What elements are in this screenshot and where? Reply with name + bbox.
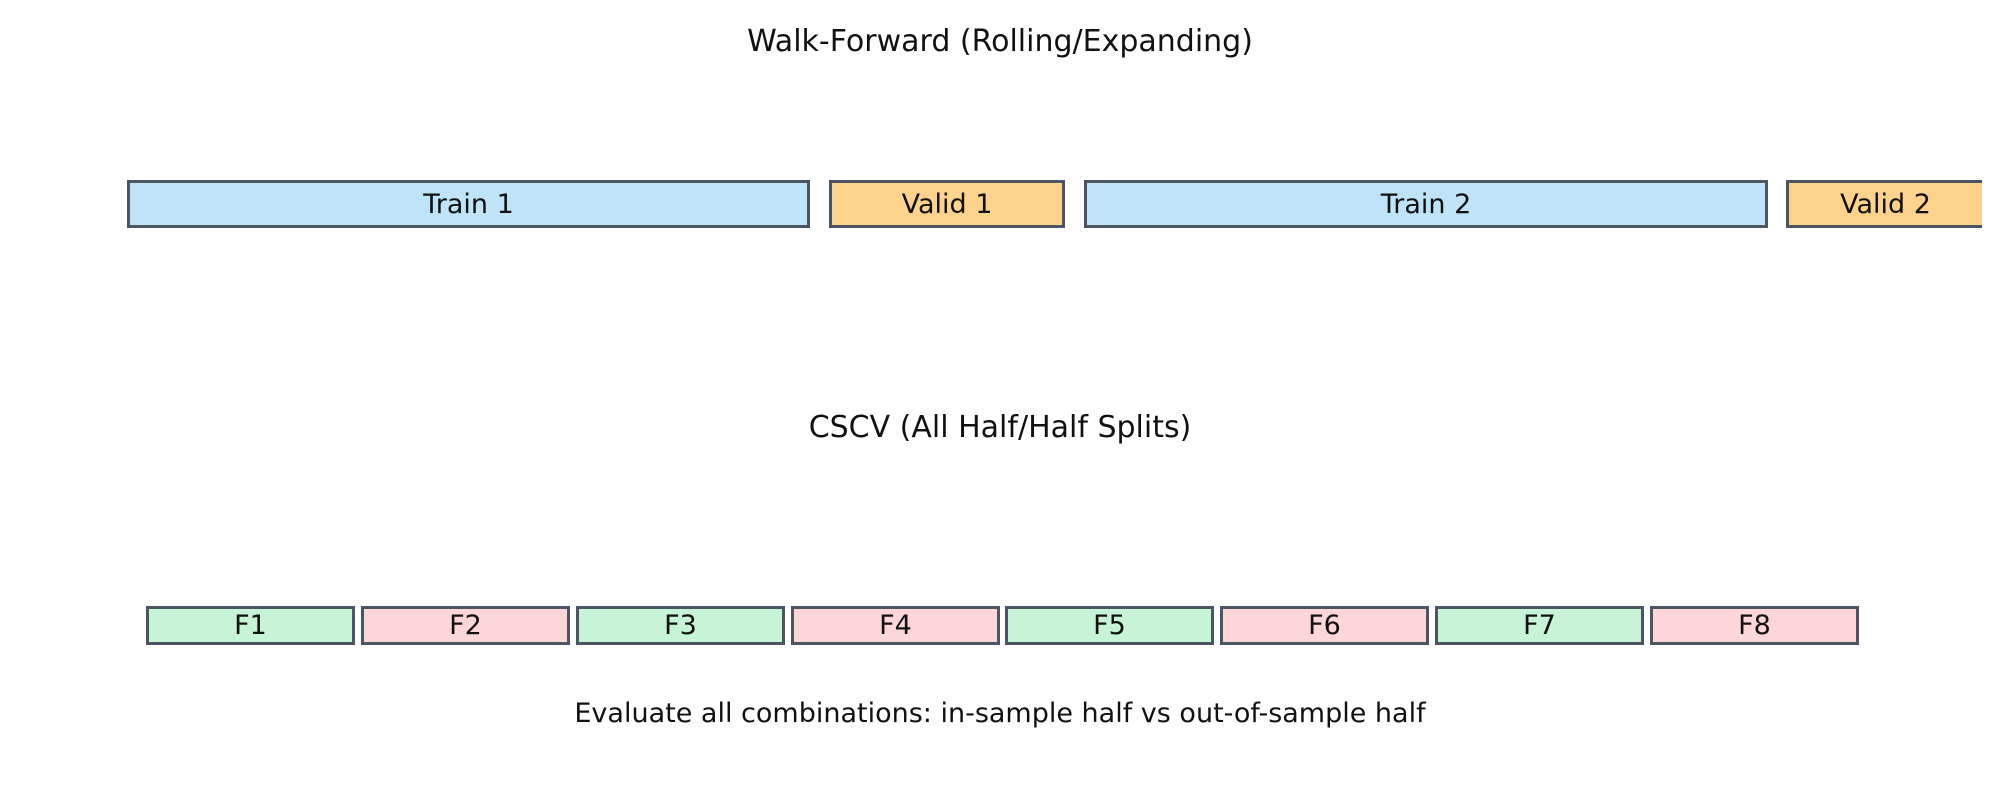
cscv-caption: Evaluate all combinations: in-sample hal… <box>574 698 1426 729</box>
valid-1-block: Valid 1 <box>829 180 1065 228</box>
fold-f2: F2 <box>361 606 570 645</box>
train-1-block: Train 1 <box>127 180 810 228</box>
fold-f1: F1 <box>146 606 355 645</box>
cscv-title: CSCV (All Half/Half Splits) <box>808 410 1192 445</box>
fold-f3: F3 <box>576 606 785 645</box>
walk-forward-title: Walk-Forward (Rolling/Expanding) <box>747 24 1253 59</box>
valid-2-block: Valid 2 <box>1786 180 1982 228</box>
fold-f7: F7 <box>1435 606 1644 645</box>
fold-f4: F4 <box>791 606 1000 645</box>
fold-f5: F5 <box>1005 606 1214 645</box>
train-2-block: Train 2 <box>1084 180 1768 228</box>
fold-f8: F8 <box>1650 606 1859 645</box>
fold-f6: F6 <box>1220 606 1429 645</box>
